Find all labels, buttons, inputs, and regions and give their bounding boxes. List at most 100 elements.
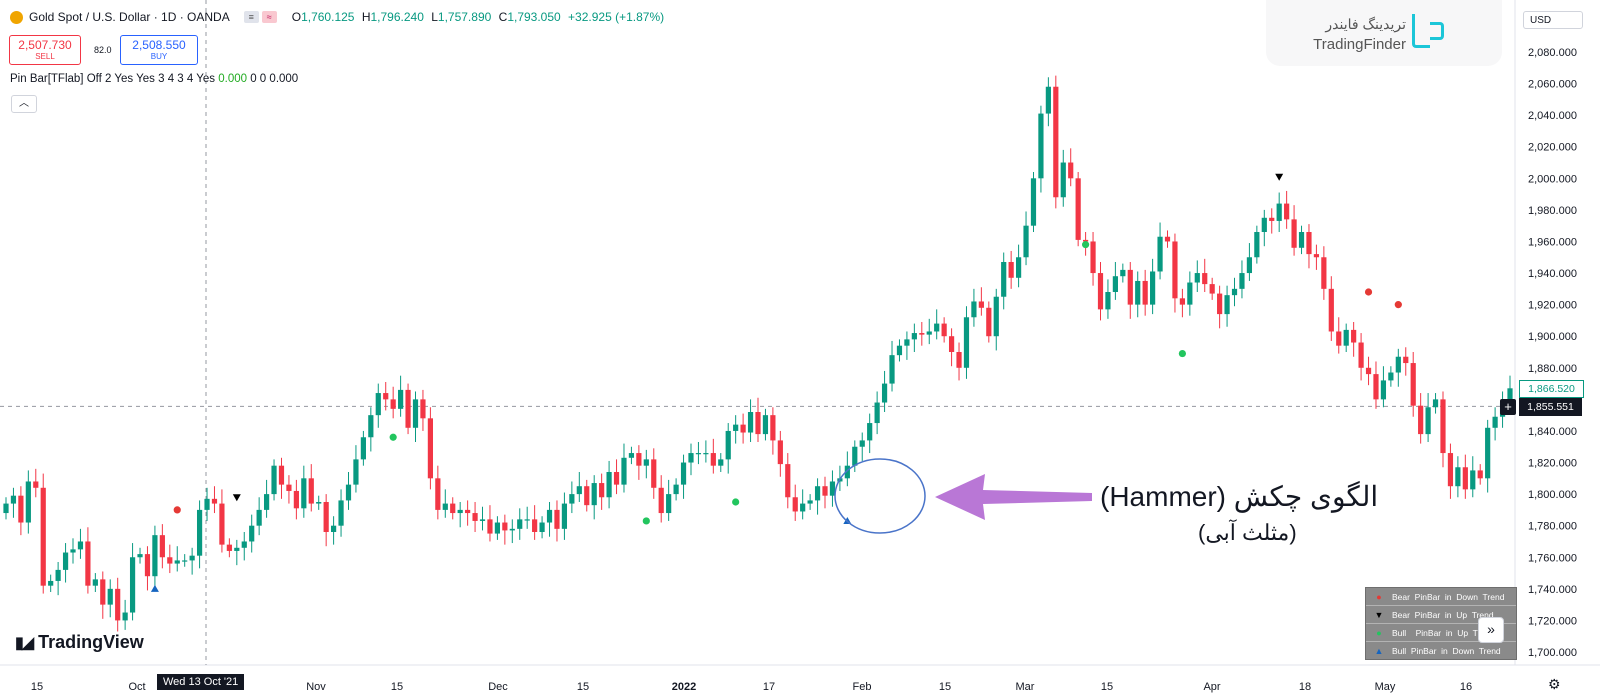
pinbar-triangle-up-marker — [150, 584, 159, 592]
candle-body — [829, 481, 836, 496]
tradingfinder-logo-icon — [1412, 14, 1430, 48]
legend-label: Bear PinBar in Up Trend — [1392, 609, 1494, 620]
candle-body — [718, 459, 724, 466]
candle-body — [1447, 453, 1454, 487]
candle-body — [673, 484, 679, 495]
candle-body — [1030, 178, 1037, 226]
indicator-value-3: 0.000 — [269, 73, 299, 85]
candle-body — [40, 487, 46, 586]
x-tick-label: 16 — [1460, 681, 1472, 693]
settings-gear-icon[interactable]: ⚙ — [1548, 676, 1561, 692]
candle-body — [725, 430, 731, 460]
candle-body — [442, 503, 448, 510]
candle-body — [1045, 86, 1051, 114]
candle-body — [1343, 329, 1349, 346]
candle-body — [1127, 269, 1133, 305]
open-label: O — [291, 10, 302, 24]
candle-body — [934, 323, 940, 332]
candle-body — [658, 487, 664, 514]
candle-body — [122, 612, 128, 621]
candle-body — [18, 495, 24, 523]
candle-body — [1373, 374, 1379, 400]
buy-button[interactable]: 2,508.550 BUY — [120, 35, 198, 65]
candle-body — [167, 557, 173, 564]
open-value: 1,760.125 — [301, 10, 355, 24]
candle-body — [844, 465, 850, 479]
indicator-legend[interactable]: Pin Bar[TFlab] Off 2 Yes Yes 3 4 3 4 Yes… — [10, 73, 298, 85]
x-tick-label: 15 — [1101, 681, 1113, 693]
candle-body — [1202, 273, 1208, 285]
candle-body — [651, 459, 657, 488]
candle-body — [1477, 470, 1483, 479]
candle-body — [874, 402, 880, 424]
candle-body — [1485, 427, 1491, 479]
candle-body — [986, 307, 992, 337]
pinbar-dot-marker — [173, 506, 181, 514]
candle-body — [859, 440, 865, 447]
data-window-icon[interactable]: ≈ — [261, 11, 277, 23]
collapse-legend-button[interactable]: ︿ — [11, 95, 37, 113]
candle-body — [666, 494, 672, 514]
red-dot-icon: ● — [1376, 591, 1382, 602]
currency-select[interactable]: USD — [1523, 11, 1583, 29]
legend-row: ▼ Bear PinBar in Up Trend — [1366, 606, 1516, 624]
candle-body — [1217, 293, 1223, 315]
tradingview-logo-text: TradingView — [38, 632, 144, 652]
add-alert-plus-icon[interactable]: + — [1500, 399, 1516, 415]
candle-body — [1015, 257, 1022, 278]
y-tick-label: 2,040.000 — [1528, 110, 1577, 122]
y-tick-label: 1,980.000 — [1528, 205, 1577, 217]
y-tick-label: 2,080.000 — [1528, 47, 1577, 59]
candle-body — [1209, 284, 1215, 294]
buy-price: 2,508.550 — [132, 38, 186, 52]
candle-body — [1455, 467, 1461, 487]
candle-body — [636, 453, 642, 466]
compare-icon[interactable]: ≡ — [243, 11, 259, 23]
candle-body — [256, 509, 262, 526]
tradingview-logo[interactable]: ▮◢ TradingView — [15, 632, 144, 653]
scroll-to-realtime-button[interactable]: » — [1478, 617, 1504, 643]
candle-body — [1351, 329, 1357, 343]
candle-body — [710, 453, 716, 466]
candle-body — [100, 579, 106, 605]
candle-body — [1410, 363, 1416, 406]
candle-body — [546, 509, 553, 523]
candle-body — [263, 494, 270, 510]
candle-body — [1246, 257, 1253, 274]
candle-body — [1365, 367, 1372, 375]
candle-body — [1403, 356, 1409, 364]
candle-body — [249, 525, 255, 542]
low-value: 1,757.890 — [437, 10, 492, 24]
x-tick-label: 15 — [577, 681, 589, 693]
candle-body — [1105, 292, 1111, 310]
candle-body — [1068, 162, 1074, 179]
x-tick-label: 15 — [31, 681, 43, 693]
hammer-highlight-circle — [834, 458, 926, 534]
candle-body — [1470, 470, 1476, 490]
y-tick-label: 1,800.000 — [1528, 489, 1577, 501]
candle-body — [48, 580, 54, 586]
sell-button[interactable]: 2,507.730 SELL — [9, 35, 81, 65]
candle-body — [137, 554, 143, 558]
candle-body — [941, 323, 947, 337]
candle-body — [494, 522, 501, 534]
candle-body — [450, 503, 456, 514]
candle-body — [1432, 399, 1439, 408]
candle-body — [25, 481, 31, 523]
ohlc-values: O1,760.125 H1,796.240 L1,757.890 C1,793.… — [292, 10, 668, 24]
y-tick-label: 1,720.000 — [1528, 615, 1577, 627]
candle-body — [1142, 280, 1148, 305]
symbol-title[interactable]: Gold Spot / U.S. Dollar · 1D · OANDA — [29, 10, 230, 24]
candle-body — [807, 500, 813, 504]
candle-body — [1306, 232, 1312, 255]
candle-body — [196, 509, 203, 556]
chart-header: Gold Spot / U.S. Dollar · 1D · OANDA ≡ ≈… — [10, 10, 668, 24]
hammer-annotation-title: الگوی چکش (Hammer) — [1100, 481, 1379, 512]
candle-body — [1090, 241, 1096, 274]
close-value: 1,793.050 — [507, 10, 561, 24]
x-tick-label: 18 — [1299, 681, 1311, 693]
candle-body — [316, 502, 322, 504]
candle-body — [1462, 467, 1468, 490]
x-tick-label: Mar — [1016, 681, 1035, 693]
